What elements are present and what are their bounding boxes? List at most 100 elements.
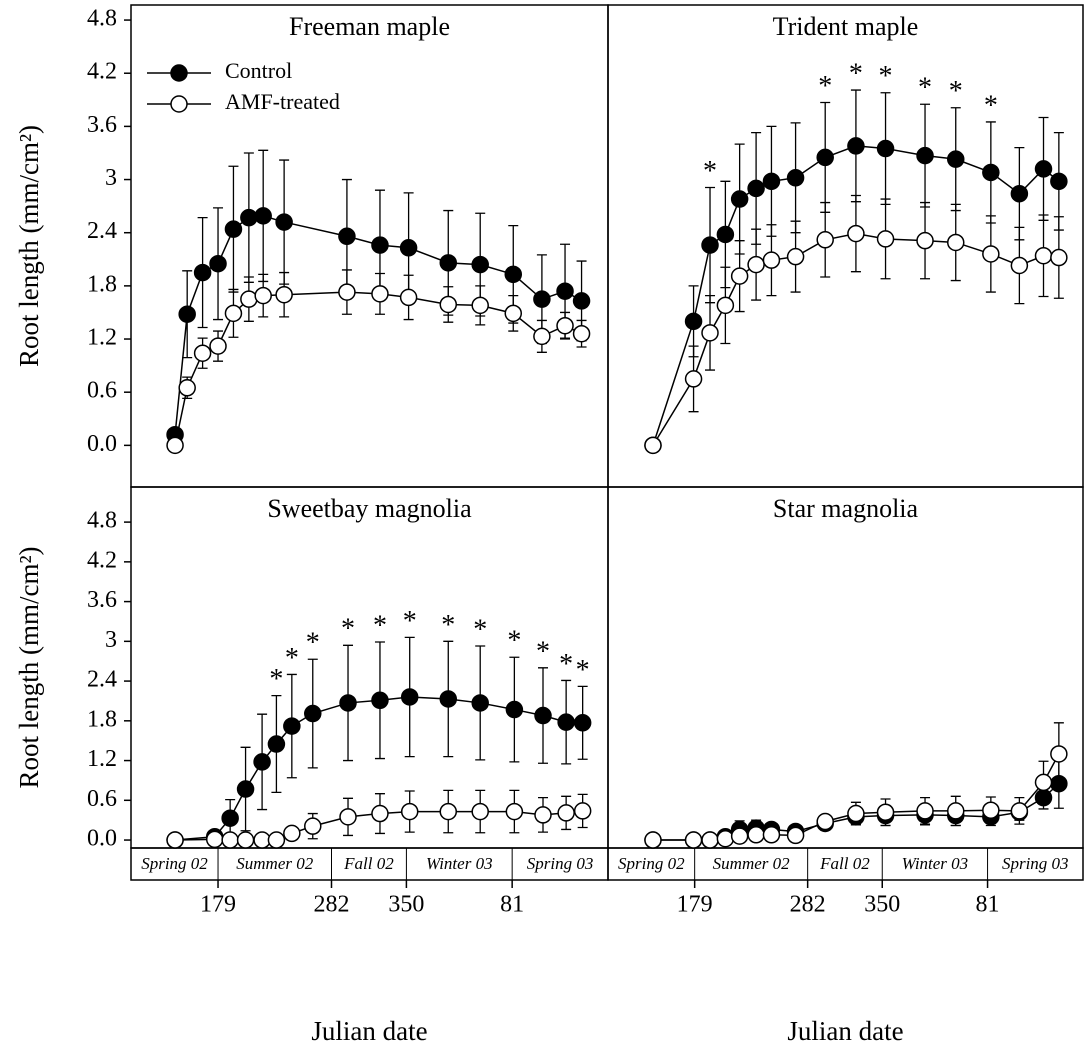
marker <box>504 265 523 284</box>
marker <box>1034 773 1053 792</box>
season-label: Winter 03 <box>902 854 969 873</box>
marker <box>304 704 322 723</box>
significance-mark: * <box>818 71 832 102</box>
significance-mark: * <box>984 90 998 121</box>
marker <box>471 255 489 274</box>
marker <box>371 236 389 254</box>
marker <box>533 327 551 346</box>
x-tick-label: 179 <box>677 892 713 918</box>
marker <box>556 282 574 300</box>
marker <box>339 808 357 826</box>
marker <box>572 292 591 310</box>
marker <box>876 230 895 248</box>
marker <box>267 735 286 753</box>
y-tick-label: 1.2 <box>87 325 117 351</box>
significance-mark: * <box>306 628 320 659</box>
marker <box>371 804 389 823</box>
marker <box>166 831 184 849</box>
marker <box>505 802 524 821</box>
marker <box>816 231 834 249</box>
marker <box>254 207 272 225</box>
marker <box>1050 774 1068 793</box>
significance-mark: * <box>507 626 521 657</box>
marker <box>166 436 184 455</box>
marker <box>747 255 765 274</box>
legend-marker <box>170 64 188 82</box>
marker <box>338 227 356 246</box>
season-strip <box>607 847 1084 881</box>
marker <box>716 225 735 244</box>
marker <box>847 804 865 823</box>
significance-mark: * <box>879 61 893 92</box>
marker <box>1010 802 1029 820</box>
marker <box>339 694 357 712</box>
season-label: Spring 03 <box>1002 854 1069 873</box>
marker <box>178 379 196 397</box>
x-tick-label: 179 <box>200 892 236 918</box>
significance-mark: * <box>849 58 863 89</box>
marker <box>747 179 765 198</box>
panel-title: Trident maple <box>773 12 919 41</box>
marker <box>730 267 749 285</box>
marker <box>471 802 489 821</box>
legend-label: AMF-treated <box>225 89 340 114</box>
marker <box>982 801 1000 819</box>
significance-mark: * <box>559 649 573 680</box>
marker <box>701 831 719 849</box>
y-tick-label: 1.2 <box>87 746 117 772</box>
panel-title: Freeman maple <box>289 12 450 41</box>
marker <box>946 802 965 820</box>
marker <box>205 830 224 849</box>
marker <box>439 690 458 708</box>
marker <box>224 304 243 323</box>
marker <box>236 780 255 798</box>
marker <box>471 296 489 315</box>
marker <box>556 316 574 335</box>
marker <box>786 247 805 266</box>
marker <box>534 706 552 725</box>
marker <box>1034 246 1053 265</box>
marker <box>505 700 524 719</box>
marker <box>701 236 719 254</box>
marker <box>209 254 227 273</box>
marker <box>716 829 735 848</box>
marker <box>471 694 489 712</box>
marker <box>240 290 258 308</box>
marker <box>982 245 1000 263</box>
significance-mark: * <box>949 76 963 107</box>
marker <box>534 806 552 824</box>
marker <box>876 803 895 821</box>
season-label: Fall 02 <box>819 854 870 873</box>
marker <box>400 688 419 706</box>
marker <box>730 827 749 845</box>
legend-marker <box>170 95 188 113</box>
significance-mark: * <box>918 73 932 104</box>
marker <box>533 290 551 308</box>
marker <box>1050 248 1068 267</box>
marker <box>816 812 834 831</box>
significance-mark: * <box>441 610 455 641</box>
significance-mark: * <box>285 643 299 674</box>
legend-label: Control <box>225 58 292 83</box>
marker <box>283 824 301 843</box>
x-axis-label: Julian date <box>311 1016 427 1046</box>
y-tick-label: 0.0 <box>87 826 117 852</box>
marker <box>644 831 662 849</box>
marker <box>786 169 805 187</box>
marker <box>371 691 389 710</box>
marker <box>439 295 458 314</box>
marker <box>504 304 523 323</box>
marker <box>701 324 719 342</box>
season-label: Summer 02 <box>713 854 790 873</box>
marker <box>684 831 703 849</box>
significance-mark: * <box>473 614 487 645</box>
y-axis-label: Root length (mm/cm²) <box>14 125 44 367</box>
x-tick-label: 282 <box>790 892 826 918</box>
marker <box>399 239 418 257</box>
significance-mark: * <box>269 664 283 695</box>
marker <box>786 826 805 845</box>
marker <box>916 231 934 250</box>
y-tick-label: 3 <box>105 165 117 191</box>
panel-frame <box>607 4 1084 488</box>
